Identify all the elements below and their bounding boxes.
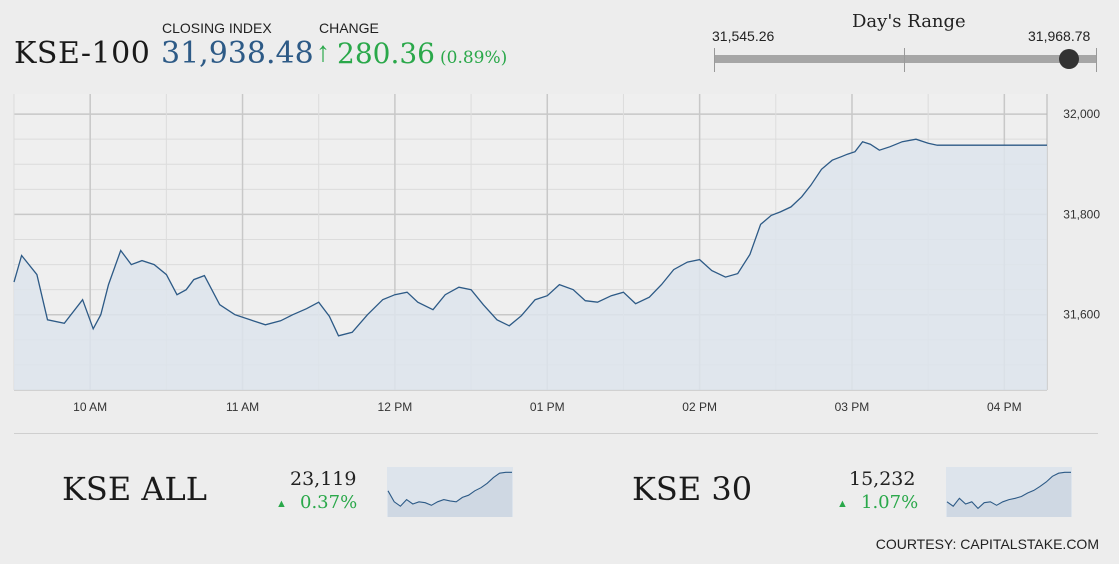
y-tick-label: 32,000	[1063, 107, 1100, 121]
sparkline-area	[947, 472, 1071, 517]
kse-30-up-arrow-icon: ▲	[837, 498, 848, 510]
sparkline-line	[946, 471, 1071, 510]
kse-all-sparkline	[387, 467, 513, 517]
x-tick-label: 04 PM	[987, 400, 1022, 414]
y-tick-label: 31,600	[1063, 308, 1100, 322]
kse-all-percent: 0.37%	[300, 492, 358, 513]
kse-30-value: 15,232	[849, 468, 916, 490]
change-percent: (0.89%)	[440, 48, 508, 68]
index-name: KSE-100	[14, 36, 151, 71]
days-range-bar	[714, 55, 1096, 63]
days-range-marker	[1058, 49, 1079, 69]
closing-index-value: 31,938.48	[161, 36, 314, 71]
days-range-tick-high	[1096, 48, 1097, 72]
days-range-tick-mid	[904, 48, 905, 72]
days-range-high: 31,968.78	[1028, 28, 1091, 44]
closing-index-label: CLOSING INDEX	[162, 20, 272, 36]
kse-all-up-arrow-icon: ▲	[276, 498, 287, 510]
change-value: 280.36	[337, 37, 435, 70]
intraday-chart: 31,600 31,800 32,000 10 AM 11 AM 12 PM 01 PM 02…	[13, 94, 1100, 414]
kse-30-name: KSE 30	[632, 470, 753, 508]
x-tick-label: 02 PM	[682, 400, 717, 414]
separator	[14, 433, 1098, 434]
x-tick-label: 12 PM	[378, 400, 413, 414]
up-arrow-icon: ↑	[316, 36, 330, 67]
series-line	[13, 138, 1047, 337]
x-tick-label: 01 PM	[530, 400, 565, 414]
kse-all-name: KSE ALL	[62, 470, 207, 508]
series-area	[14, 139, 1047, 390]
kse-30-sparkline	[946, 467, 1072, 517]
kse-30-percent: 1.07%	[861, 492, 919, 513]
change-label: CHANGE	[319, 20, 379, 36]
days-range-title: Day's Range	[852, 11, 966, 32]
sparkline-line	[387, 471, 512, 507]
x-tick-label: 03 PM	[835, 400, 870, 414]
kse-all-value: 23,119	[290, 468, 357, 490]
x-tick-label: 10 AM	[73, 400, 107, 414]
days-range-low: 31,545.26	[712, 28, 775, 44]
y-tick-label: 31,800	[1063, 207, 1100, 221]
days-range-tick-low	[714, 48, 715, 72]
x-tick-label: 11 AM	[226, 400, 259, 414]
courtesy-credit: COURTESY: CAPITALSTAKE.COM	[875, 536, 1099, 552]
sparkline-area	[388, 472, 512, 517]
